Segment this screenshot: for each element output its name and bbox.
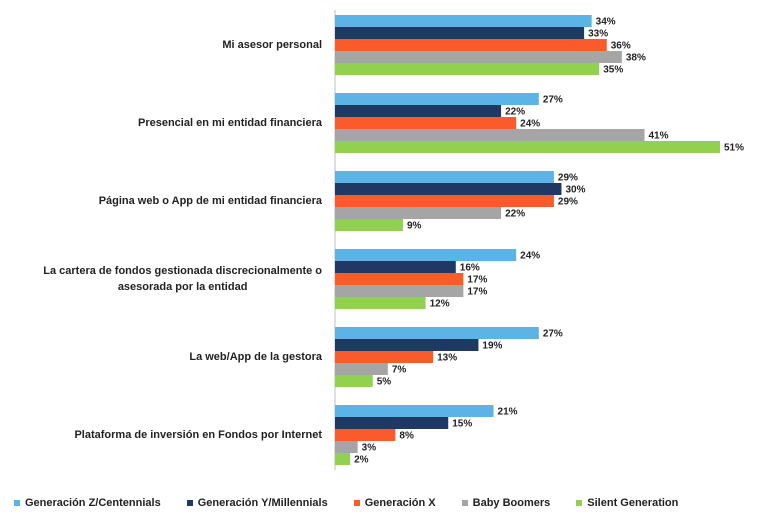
- category-label-box: Página web o App de mi entidad financier…: [15, 181, 322, 221]
- value-label: 9%: [407, 221, 422, 232]
- bar: [335, 93, 539, 105]
- category-label-box: La web/App de la gestora: [15, 337, 322, 377]
- bar: [335, 171, 554, 183]
- bar: [335, 339, 479, 351]
- value-label: 19%: [482, 341, 502, 352]
- value-label: 27%: [543, 329, 563, 340]
- legend-item: Baby Boomers: [461, 497, 551, 509]
- value-label: 8%: [399, 431, 414, 442]
- bar: [335, 63, 600, 75]
- value-label: 34%: [596, 17, 616, 28]
- bar: [335, 39, 607, 51]
- value-label: 12%: [430, 299, 450, 310]
- value-label: 3%: [362, 443, 377, 454]
- legend-item: Silent Generation: [576, 497, 678, 509]
- category-label: La web/App de la gestora: [189, 351, 322, 363]
- legend-swatch: [186, 500, 193, 506]
- value-label: 22%: [505, 107, 525, 118]
- bar: [335, 219, 403, 231]
- category-label-box: Plataforma de inversión en Fondos por In…: [15, 415, 322, 455]
- category-label: Página web o App de mi entidad financier…: [98, 195, 322, 207]
- value-label: 2%: [354, 455, 369, 466]
- bar: [335, 207, 502, 219]
- value-label: 33%: [588, 29, 608, 40]
- legend-label: Generación Y/Millennials: [197, 497, 328, 509]
- category-label: Presencial en mi entidad financiera: [137, 117, 322, 129]
- value-label: 24%: [520, 119, 540, 130]
- bar: [335, 429, 396, 441]
- bar: [335, 375, 373, 387]
- bar: [335, 297, 426, 309]
- bar: [335, 15, 592, 27]
- legend-item: Generación X: [353, 497, 436, 509]
- bar: [335, 441, 358, 453]
- value-label: 13%: [437, 353, 457, 364]
- legend-label: Silent Generation: [587, 497, 679, 509]
- bar: [335, 105, 502, 117]
- bar: [335, 249, 517, 261]
- value-label: 16%: [460, 263, 480, 274]
- bar: [335, 351, 434, 363]
- value-label: 38%: [626, 53, 646, 64]
- bar: [335, 51, 622, 63]
- legend: Generación Z/Centennials Generación Y/Mil…: [14, 497, 678, 509]
- bar: [335, 117, 517, 129]
- value-label: 24%: [520, 251, 540, 262]
- category-label-box: Presencial en mi entidad financiera: [15, 103, 322, 143]
- legend-swatch: [14, 500, 20, 506]
- value-label: 30%: [565, 185, 585, 196]
- legend-item: Generación Y/Millennials: [186, 497, 328, 509]
- bar: [335, 327, 539, 339]
- legend-swatch: [461, 500, 468, 506]
- bar: [335, 183, 562, 195]
- value-label: 35%: [603, 65, 623, 76]
- value-label: 22%: [505, 209, 525, 220]
- value-label: 41%: [649, 131, 669, 142]
- value-label: 17%: [467, 275, 487, 286]
- value-label: 21%: [498, 407, 518, 418]
- category-label: Mi asesor personal: [222, 39, 322, 51]
- value-label: 15%: [452, 419, 472, 430]
- value-label: 17%: [467, 287, 487, 298]
- value-label: 7%: [392, 365, 407, 376]
- value-label: 51%: [724, 143, 744, 154]
- legend-item: Generación Z/Centennials: [14, 497, 161, 509]
- value-label: 36%: [611, 41, 631, 52]
- category-label-box: Mi asesor personal: [15, 25, 322, 65]
- value-label: 5%: [377, 377, 392, 388]
- bar: [335, 141, 720, 153]
- bar: [335, 453, 351, 465]
- value-label: 29%: [558, 173, 578, 184]
- value-label: 27%: [543, 95, 563, 106]
- legend-swatch: [576, 500, 583, 506]
- bar: [335, 417, 449, 429]
- bar: [335, 27, 585, 39]
- bar: [335, 273, 464, 285]
- legend-label: Baby Boomers: [472, 497, 551, 509]
- legend-label: Generación X: [364, 497, 436, 509]
- category-label-box: La cartera de fondos gestionada discreci…: [15, 259, 322, 299]
- legend-label: Generación Z/Centennials: [25, 497, 161, 509]
- bar: [335, 129, 645, 141]
- value-label: 29%: [558, 197, 578, 208]
- bar: [335, 285, 464, 297]
- category-label: La cartera de fondos gestionada discreci…: [43, 265, 322, 293]
- legend-swatch: [353, 500, 360, 506]
- bar: [335, 363, 388, 375]
- bar: [335, 261, 456, 273]
- category-label: Plataforma de inversión en Fondos por In…: [74, 429, 322, 441]
- bar: [335, 405, 494, 417]
- bar: [335, 195, 554, 207]
